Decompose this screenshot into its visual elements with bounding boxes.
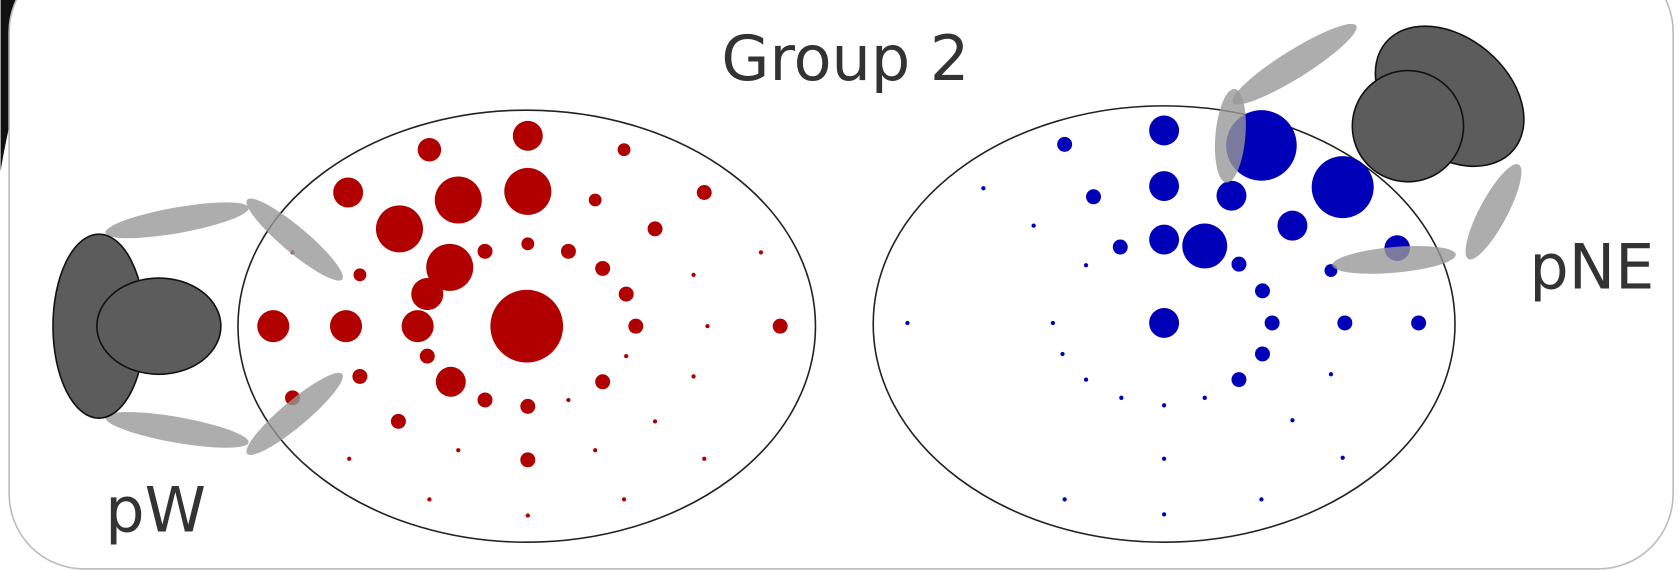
dot xyxy=(477,243,493,259)
dot xyxy=(1149,115,1180,146)
dot xyxy=(417,137,442,162)
dot xyxy=(434,176,482,224)
dot xyxy=(427,497,432,502)
dot xyxy=(1290,418,1295,423)
left-plot-boundary xyxy=(237,109,817,543)
dot xyxy=(419,348,435,364)
dot xyxy=(1328,372,1334,377)
dot xyxy=(566,397,571,403)
dot xyxy=(691,374,696,379)
dot xyxy=(1031,223,1036,228)
dot xyxy=(595,374,611,390)
dot xyxy=(456,448,461,453)
dot xyxy=(1060,351,1065,357)
dot xyxy=(758,250,764,255)
dot xyxy=(621,497,627,502)
dot xyxy=(1216,180,1247,211)
dot xyxy=(1182,223,1228,269)
dot xyxy=(353,268,367,282)
dot xyxy=(390,413,406,429)
dot xyxy=(624,353,629,359)
dot xyxy=(1231,256,1247,272)
right-plot-boundary xyxy=(872,105,1456,543)
dot xyxy=(1119,395,1124,400)
dot xyxy=(329,310,363,343)
dot xyxy=(618,286,634,302)
dot xyxy=(1311,156,1374,219)
dot xyxy=(652,419,658,424)
dot xyxy=(352,368,368,384)
dot xyxy=(1057,136,1073,152)
dot xyxy=(560,243,576,259)
dot xyxy=(1161,512,1167,517)
dot xyxy=(905,320,910,326)
dot xyxy=(647,221,663,237)
dot xyxy=(347,456,352,461)
dot xyxy=(1149,307,1180,338)
dot xyxy=(1112,239,1128,255)
dot xyxy=(696,185,712,200)
dot xyxy=(520,398,536,414)
dot xyxy=(1411,315,1427,331)
dot xyxy=(617,143,631,157)
dot xyxy=(1086,189,1102,205)
dot xyxy=(1202,395,1207,400)
dot xyxy=(595,260,611,276)
dot xyxy=(588,193,602,207)
dot xyxy=(504,167,552,215)
dot xyxy=(1277,210,1308,241)
dot xyxy=(426,243,474,291)
dot xyxy=(702,456,707,461)
dot xyxy=(1337,315,1353,331)
dot xyxy=(525,513,530,518)
dot xyxy=(521,237,535,251)
dot xyxy=(1149,224,1180,255)
dot xyxy=(1161,403,1167,408)
right-head-icon xyxy=(1214,23,1525,274)
dot xyxy=(772,318,788,334)
dot xyxy=(512,120,543,151)
dot xyxy=(1050,320,1056,326)
dot xyxy=(1083,377,1089,382)
dot xyxy=(1340,455,1345,460)
dot xyxy=(1264,315,1280,331)
dot xyxy=(1259,497,1264,502)
title: Group 2 xyxy=(721,22,969,95)
dot xyxy=(477,392,493,408)
dot xyxy=(1062,497,1067,502)
left-head-icon xyxy=(52,198,343,455)
dot xyxy=(705,324,710,329)
dot xyxy=(401,310,434,343)
left-label: pW xyxy=(105,474,206,547)
dot xyxy=(520,452,536,468)
dot xyxy=(691,272,696,277)
dot xyxy=(257,310,290,343)
left-dots xyxy=(257,120,788,518)
dot xyxy=(1083,263,1089,268)
dot xyxy=(435,366,466,397)
dot xyxy=(628,318,644,334)
dot xyxy=(1149,171,1180,202)
dot xyxy=(375,205,423,253)
dot xyxy=(333,177,364,208)
dot xyxy=(411,278,444,311)
dot xyxy=(593,448,598,453)
dot xyxy=(981,186,986,191)
dot xyxy=(490,289,564,363)
dot xyxy=(1255,283,1270,299)
dot xyxy=(1161,456,1167,461)
dot xyxy=(1255,346,1270,362)
dot xyxy=(1231,372,1247,388)
right-label: pNE xyxy=(1529,231,1654,304)
